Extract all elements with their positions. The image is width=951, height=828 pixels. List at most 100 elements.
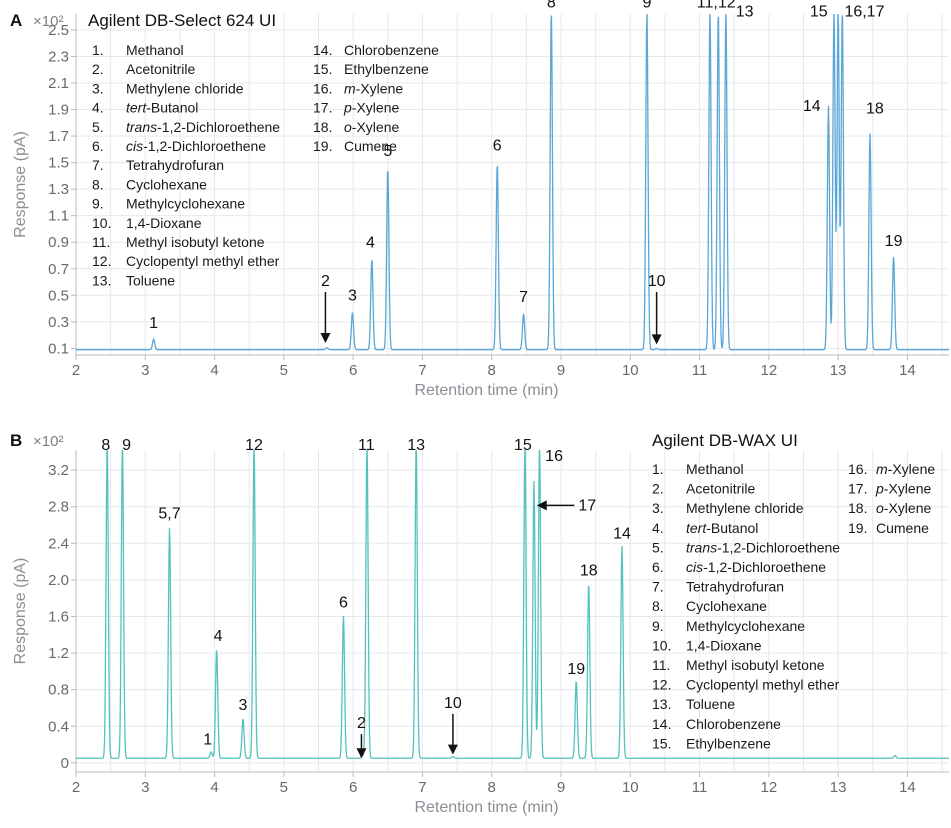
legend-entry: Cyclopentyl methyl ether (126, 253, 280, 269)
peak-label: 19 (567, 661, 585, 678)
y-tick-label: 2.4 (48, 535, 69, 552)
chromatogram-trace (76, 450, 949, 759)
x-tick-label: 14 (899, 362, 916, 379)
x-tick-label: 9 (557, 362, 565, 379)
arrow-head (447, 744, 458, 755)
legend-number: 10. (652, 637, 671, 653)
legend-entry-part: -1,2-Dichloroethene (703, 559, 826, 575)
peak-point-1 (152, 338, 154, 340)
legend-entry-part: -1,2-Dichloroethene (717, 539, 840, 555)
legend-number: 10. (92, 215, 111, 231)
legend-entry-part: -Xylene (884, 500, 932, 516)
legend-entry-part: Cumene (344, 138, 397, 154)
legend-entry-part: Cyclohexane (686, 598, 767, 614)
legend-entry-part: -Butanol (146, 100, 198, 116)
x-axis-label: Retention time (min) (414, 382, 558, 399)
legend-entry: 1,4-Dioxane (686, 637, 762, 653)
x-tick-label: 11 (692, 362, 708, 379)
legend-number: 7. (652, 579, 664, 595)
peak-label: 9 (122, 437, 131, 454)
peak-point-14 (621, 545, 623, 547)
legend-entry: Chlorobenzene (686, 716, 781, 732)
legend-entry-part: Ethylbenzene (344, 61, 429, 77)
peak-label: 4 (366, 235, 375, 252)
y-tick-label: 0.4 (48, 718, 69, 735)
legend-entry-part: Methylene chloride (686, 500, 804, 516)
peak-point-10 (655, 347, 657, 349)
legend-number: 16. (313, 80, 332, 96)
peak-label: 1 (203, 732, 212, 749)
legend-entry-part: tert (126, 100, 147, 116)
x-tick-label: 7 (418, 779, 426, 796)
legend-number: 2. (92, 61, 104, 77)
legend-entry-part: -Xylene (356, 80, 404, 96)
legend-number: 16. (848, 461, 867, 477)
y-tick-label: 2.3 (48, 48, 69, 65)
arrow-head (356, 748, 367, 759)
legend-entry-part: Methylcyclohexane (126, 196, 245, 212)
x-tick-label: 2 (72, 362, 80, 379)
peak-point-14 (827, 104, 829, 106)
peak-label: 11,12 (697, 0, 736, 11)
peak-label: 18 (580, 562, 598, 579)
legend-entry-part: p (343, 100, 352, 116)
arrow-head (651, 334, 662, 345)
peak-label: 16,17 (844, 4, 884, 21)
peak-label: 3 (239, 697, 248, 714)
legend-number: 4. (652, 520, 664, 536)
legend-entry-part: Ethylbenzene (686, 735, 771, 751)
peak-label: 14 (613, 526, 631, 543)
legend-entry-part: -Xylene (888, 461, 936, 477)
peak-point-4 (371, 258, 373, 260)
legend-entry-part: m (876, 461, 888, 477)
legend-entry: Cyclohexane (686, 598, 767, 614)
legend-entry: p-Xylene (875, 481, 931, 497)
legend-entry-part: Tetrahydrofuran (126, 157, 224, 173)
legend-entry: cis-1,2-Dichloroethene (686, 559, 826, 575)
x-tick-label: 5 (280, 779, 288, 796)
legend-entry: m-Xylene (344, 80, 403, 96)
panel-letter: B (10, 431, 22, 450)
x-tick-label: 4 (210, 362, 218, 379)
legend-entry-part: Toluene (686, 696, 735, 712)
peak-point-4 (215, 648, 217, 650)
legend-number: 14. (313, 42, 332, 58)
y-tick-label: 0.8 (48, 682, 69, 699)
x-tick-label: 6 (349, 362, 357, 379)
legend-number: 11. (92, 234, 110, 250)
legend-entry: o-Xylene (344, 119, 399, 135)
legend-entry-part: -1,2-Dichloroethene (143, 138, 266, 154)
peak-point-6 (342, 614, 344, 616)
peak-label: 3 (348, 288, 357, 305)
chart-title: Agilent DB-WAX UI (652, 431, 798, 450)
arrow-head (536, 500, 547, 511)
panel-letter: A (10, 11, 22, 30)
y-tick-label: 0.1 (48, 340, 69, 357)
peak-label: 5,7 (158, 506, 180, 523)
legend-entry-part: tert (686, 520, 707, 536)
peak-label: 12 (245, 437, 263, 454)
x-tick-label: 10 (622, 779, 639, 796)
y-tick-label: 0.9 (48, 234, 69, 251)
x-tick-label: 5 (280, 362, 288, 379)
y-tick-label: 2.1 (48, 75, 69, 92)
peak-point-6 (496, 161, 498, 163)
peak-label: 2 (357, 715, 366, 732)
x-tick-label: 13 (830, 779, 847, 796)
legend-entry: o-Xylene (876, 500, 931, 516)
y-axis-label: Response (pA) (12, 558, 29, 665)
peak-label: 8 (547, 0, 556, 11)
legend-entry-part: p (875, 481, 884, 497)
peak-point-5 (387, 167, 389, 169)
x-tick-label: 4 (210, 779, 218, 796)
legend-entry: trans-1,2-Dichloroethene (686, 539, 840, 555)
x-tick-label: 12 (761, 362, 778, 379)
legend-entry-part: Cyclopentyl methyl ether (126, 253, 280, 269)
legend-entry-part: o (876, 500, 884, 516)
y-tick-label: 1.5 (48, 155, 69, 172)
legend-entry-part: Acetonitrile (126, 61, 195, 77)
y-multiplier: ×10² (33, 13, 63, 30)
legend-entry: Toluene (126, 272, 175, 288)
peak-point-13 (725, 13, 727, 15)
